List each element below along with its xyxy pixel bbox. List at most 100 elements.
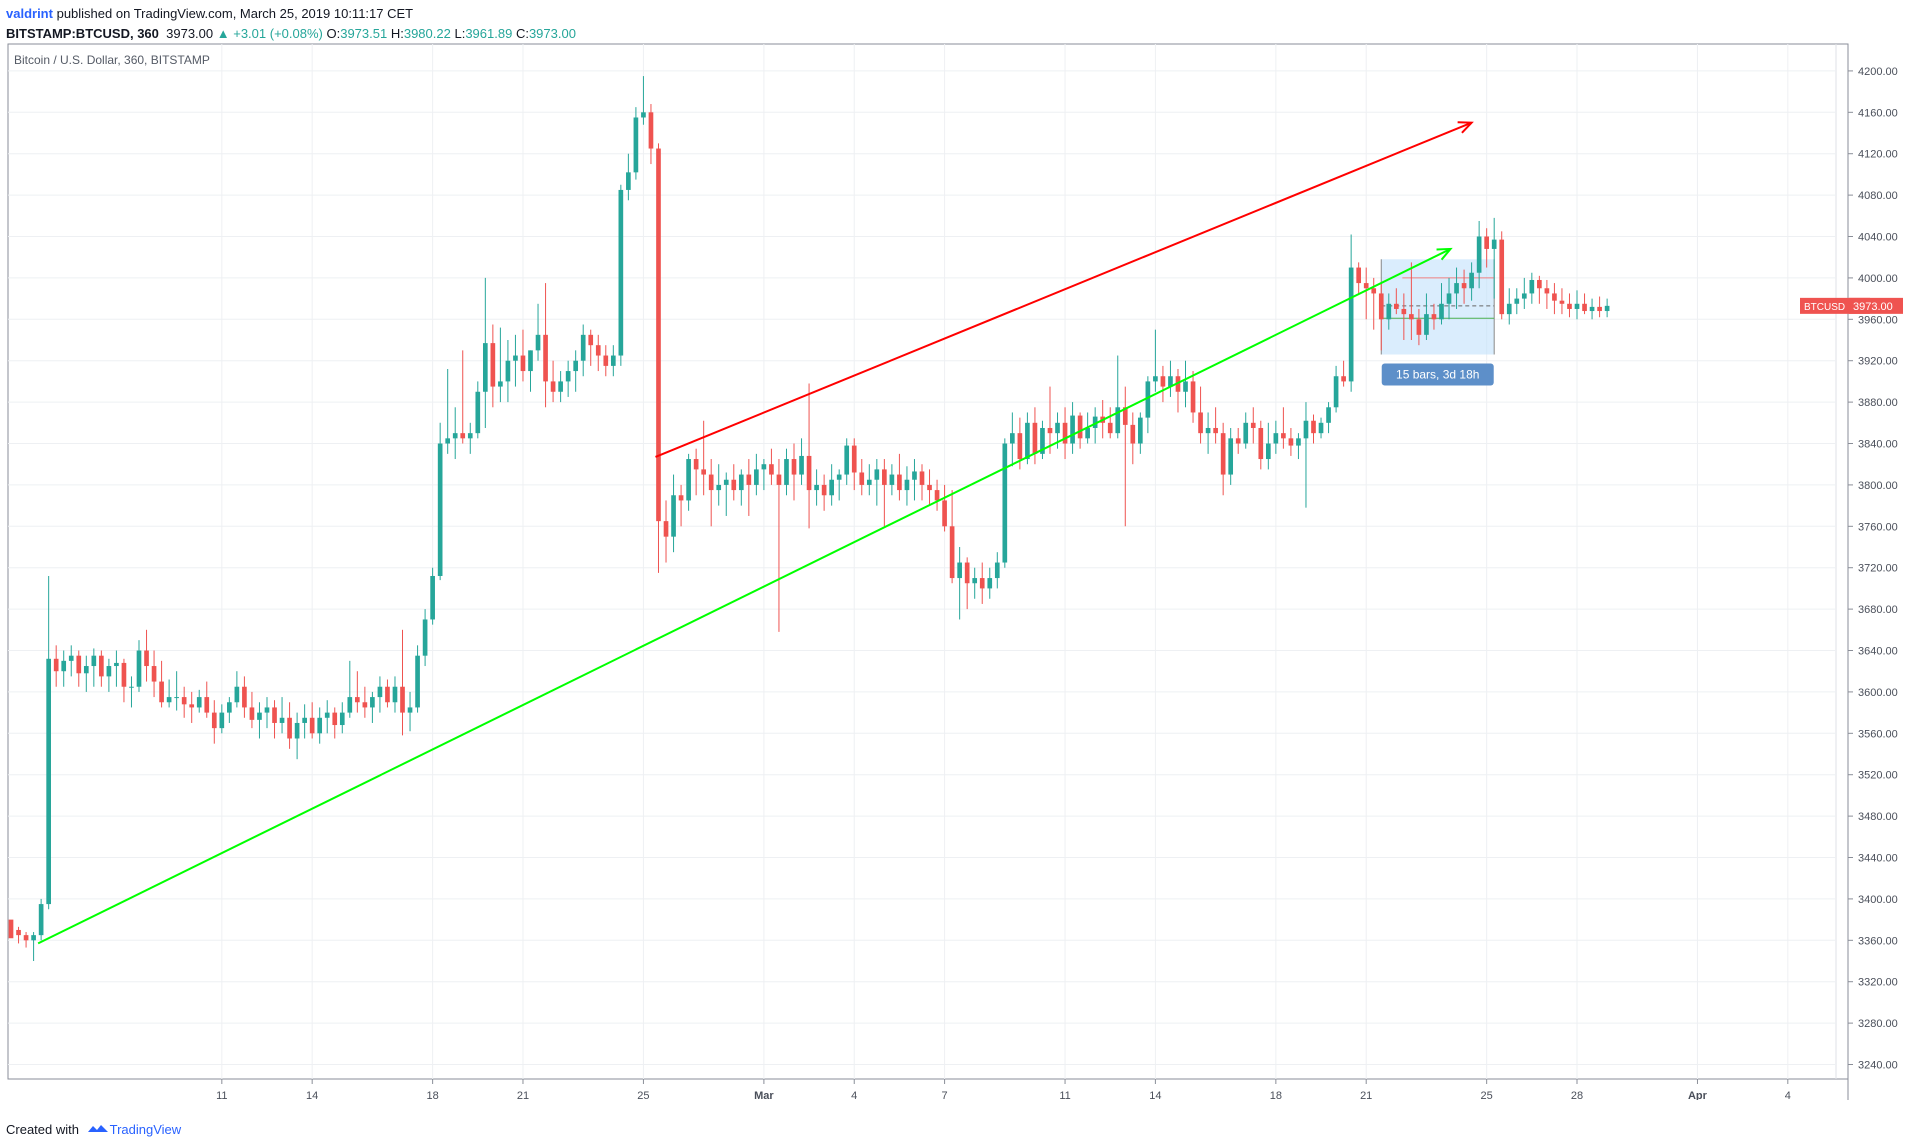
- candle: [618, 184, 624, 366]
- candle: [1326, 402, 1331, 434]
- candle-body: [1190, 381, 1196, 413]
- trendlines[interactable]: [37, 121, 1474, 945]
- candle-body: [1258, 427, 1264, 460]
- candle: [1145, 376, 1151, 434]
- candle-body: [234, 686, 240, 703]
- author-link[interactable]: valdrint: [6, 6, 53, 21]
- candle: [355, 671, 360, 713]
- candle-body: [595, 345, 601, 356]
- grid: [8, 44, 1836, 1079]
- tradingview-logo-icon[interactable]: [87, 1123, 109, 1135]
- candle-body: [994, 562, 1000, 579]
- candle: [701, 420, 706, 496]
- candle: [1348, 234, 1354, 392]
- candle: [972, 567, 978, 599]
- candle: [904, 466, 910, 506]
- candle: [648, 104, 654, 165]
- chart-title: Bitcoin / U.S. Dollar, 360, BITSTAMP: [14, 53, 210, 67]
- range-measure[interactable]: 15 bars, 3d 18h: [1380, 259, 1495, 386]
- tradingview-brand[interactable]: TradingView: [109, 1122, 182, 1137]
- candle: [332, 707, 338, 739]
- candle-body: [1476, 236, 1482, 273]
- price-chart[interactable]: Bitcoin / U.S. Dollar, 360, BITSTAMP 420…: [0, 0, 1909, 1100]
- candle-body: [437, 443, 443, 576]
- candle-body: [1378, 293, 1384, 320]
- candle: [129, 676, 134, 708]
- candle-body: [1243, 422, 1249, 444]
- x-tick-label: 14: [1149, 1090, 1161, 1100]
- candle-body: [897, 474, 902, 491]
- candle: [957, 547, 962, 620]
- candle-body: [1589, 306, 1595, 312]
- y-tick-label: 4040.00: [1858, 232, 1898, 244]
- candle: [23, 932, 29, 948]
- candle: [385, 679, 390, 708]
- candle-body: [407, 707, 413, 713]
- candle-body: [23, 935, 29, 941]
- candle: [897, 453, 902, 501]
- candle: [264, 697, 270, 729]
- y-tick-label: 3520.00: [1858, 770, 1898, 782]
- candle: [844, 438, 850, 485]
- candle-body: [1371, 288, 1377, 294]
- candle: [1258, 420, 1264, 470]
- candle-body: [83, 666, 89, 674]
- x-tick-label: Apr: [1688, 1090, 1708, 1100]
- price-axis[interactable]: 4200.00 4160.00 4120.00 4080.00 4040.00 4000.…: [1848, 66, 1898, 1072]
- candle-body: [1220, 433, 1226, 475]
- candle-body: [1537, 279, 1542, 289]
- y-tick-label: 3680.00: [1858, 604, 1898, 616]
- candle: [1431, 303, 1437, 330]
- candle-body: [475, 391, 481, 434]
- candle: [1318, 417, 1324, 439]
- candle-body: [656, 148, 661, 522]
- candle-body: [573, 360, 579, 372]
- candle: [610, 345, 616, 377]
- candle-body: [1047, 427, 1053, 434]
- candle: [678, 484, 684, 527]
- candle-body: [1107, 422, 1113, 434]
- candle: [339, 702, 345, 734]
- candle: [91, 648, 97, 687]
- candlestick-series: [8, 76, 1610, 962]
- range-box-label-bg: [1381, 363, 1494, 386]
- candle: [1386, 293, 1392, 330]
- candle: [1281, 407, 1286, 449]
- candle-body: [1153, 376, 1158, 382]
- candle: [61, 650, 67, 687]
- candle-body: [242, 686, 247, 708]
- candle-body: [1318, 422, 1324, 434]
- candle: [31, 932, 36, 962]
- time-axis[interactable]: 11 14 18 21 25 Mar 4 7 11 14 18 21 25 28 Apr 4: [216, 1079, 1791, 1100]
- candle: [1409, 262, 1414, 341]
- candle: [1461, 269, 1467, 304]
- candle: [1138, 412, 1143, 454]
- x-tick-label: 11: [1059, 1090, 1070, 1100]
- candle: [550, 360, 556, 403]
- close-value: 3973.00: [528, 26, 576, 41]
- candle: [791, 443, 797, 501]
- candle: [934, 479, 940, 511]
- candle-body: [716, 484, 722, 491]
- candle-body: [1138, 417, 1143, 444]
- candle-body: [392, 686, 398, 703]
- candle: [1401, 293, 1407, 341]
- candle-body: [1265, 443, 1271, 460]
- candle: [994, 552, 1000, 589]
- range-box-fill: [1381, 259, 1495, 355]
- candle: [633, 107, 639, 180]
- candle-body: [1281, 433, 1286, 439]
- symbol-label: BITSTAMP:BTCUSD, 360: [6, 26, 159, 41]
- candle-body: [1582, 303, 1587, 312]
- candle-body: [355, 697, 360, 703]
- y-tick-label: 3400.00: [1858, 894, 1898, 906]
- candle-body: [1235, 438, 1241, 444]
- candle: [1333, 365, 1339, 413]
- candle-body: [8, 919, 14, 939]
- candle: [513, 334, 518, 387]
- candle-body: [1356, 267, 1362, 284]
- candle: [407, 691, 413, 732]
- candle: [1597, 296, 1602, 318]
- candle-body: [829, 479, 834, 496]
- candle: [151, 650, 157, 698]
